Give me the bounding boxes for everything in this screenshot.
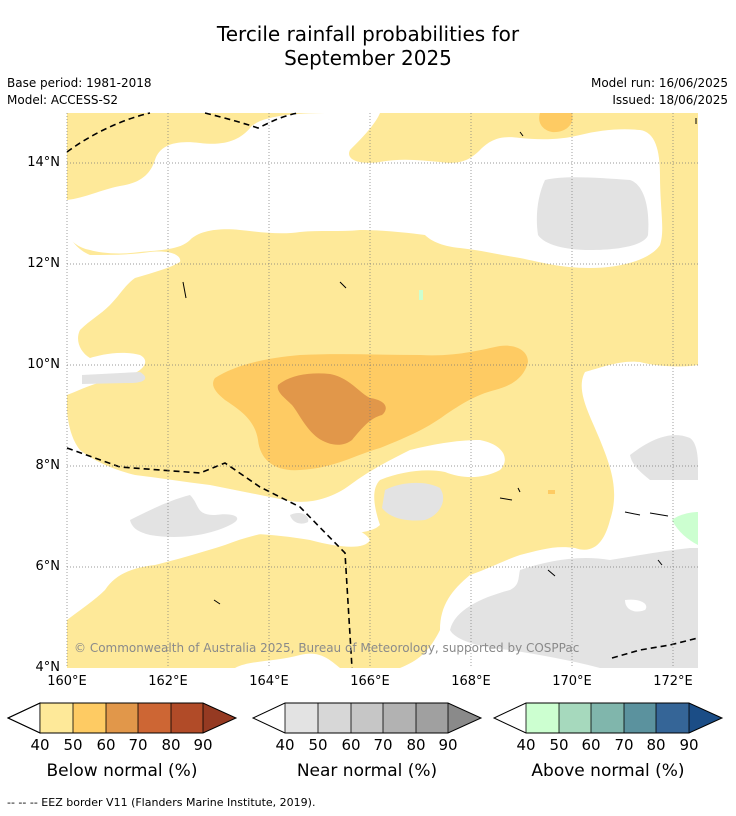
cb-near-tick-80: 80 [406,736,426,754]
eez-border-southeast [611,637,699,659]
lat-label-4n: 4°N [35,660,61,675]
cb-near-label: Near normal (%) [296,761,438,781]
cb-below-tick-70: 70 [128,736,148,754]
colorbar-below-swatch-5 [171,703,203,733]
lat-label-10n: 10°N [27,357,60,372]
colorbar-below-swatch-3 [106,703,138,733]
colorbar-above-upper-arrow [689,703,722,733]
colorbar-near-swatch-5 [416,703,448,733]
lon-label-172e: 172°E [653,674,693,689]
cb-below-tick-50: 50 [63,736,83,754]
colorbar-above-swatch-4 [624,703,656,733]
lon-label-160e: 160°E [47,674,87,689]
colorbar-near-swatch-1 [285,703,318,733]
colorbar-near-lower-arrow [253,703,285,733]
lon-label-168e: 168°E [451,674,491,689]
below-normal-50-60-top [539,113,573,133]
copyright-notice: © Commonwealth of Australia 2025, Bureau… [74,641,580,655]
meta-left: Base period: 1981-2018 Model: ACCESS-S2 [7,75,152,109]
colorbar-above-swatch-2 [559,703,591,733]
lon-label-162e: 162°E [148,674,188,689]
colorbar-near-swatch-2 [318,703,351,733]
near-normal-grey-strip [82,372,146,384]
map-title: Tercile rainfall probabilities for Septe… [0,22,736,70]
island-markers [182,118,697,605]
colorbar-above-swatch-1 [526,703,559,733]
lon-label-166e: 166°E [350,674,390,689]
cb-above-tick-70: 70 [614,736,634,754]
cb-below-tick-80: 80 [161,736,181,754]
near-normal-grey-west [130,495,238,537]
lat-label-14n: 14°N [27,155,60,170]
above-normal-green-east [672,512,698,545]
model-name: Model: ACCESS-S2 [7,93,119,107]
cb-below-label: Below normal (%) [46,761,198,781]
eez-footnote: -- -- -- EEZ border V11 (Flanders Marine… [7,796,316,809]
cb-near-tick-40: 40 [275,736,295,754]
island-cluster-east [624,511,669,517]
lat-label-6n: 6°N [35,559,61,574]
map-gridlines [66,113,698,668]
colorbar-below-swatch-2 [73,703,106,733]
below-normal-50-60-dot [548,490,555,494]
cb-near-tick-90: 90 [438,736,458,754]
colorbar-below-lower-arrow [6,702,41,734]
island-cluster-center [499,487,521,501]
colorbar-above-swatch-3 [591,703,624,733]
base-period: Base period: 1981-2018 [7,76,152,90]
colorbar-below-swatch-4 [138,703,171,733]
eez-border-north [66,112,301,153]
colorbar-near-swatch-3 [351,703,383,733]
colorbar-below-normal [6,702,238,734]
cb-near-tick-50: 50 [308,736,328,754]
white-blob-southeast [625,599,647,612]
island-cluster-south [213,559,663,605]
near-normal-grey-center [382,482,444,521]
colorbar-above-swatch-5 [656,703,689,733]
cb-above-tick-90: 90 [679,736,699,754]
near-normal-white-region [67,113,663,268]
colorbar-below-swatch-1 [40,703,73,733]
cb-above-label: Above normal (%) [531,761,685,781]
island-cluster-top [519,118,697,137]
colorbar-near-upper-arrow [448,703,481,733]
eez-borders [66,112,699,669]
colorbar-above-normal [492,702,724,734]
cb-above-tick-60: 60 [581,736,601,754]
near-normal-grey-southeast [450,548,698,668]
title-line-1: Tercile rainfall probabilities for [216,22,520,46]
colorbar-above-lower-arrow [494,703,526,733]
issued-date: Issued: 18/06/2025 [612,93,728,107]
white-blob-left [91,268,121,301]
island-cluster-north [182,281,347,299]
cb-above-tick-80: 80 [646,736,666,754]
colorbar-near-normal [251,702,483,734]
eez-border-southwest [66,447,353,669]
cb-above-tick-50: 50 [549,736,569,754]
probability-map [67,113,698,668]
lon-label-164e: 164°E [249,674,289,689]
meta-right: Model run: 16/06/2025 Issued: 18/06/2025 [591,75,728,109]
above-normal-green-dot [419,290,423,300]
below-normal-60-70-region [277,373,386,445]
near-normal-grey-northeast [536,177,649,250]
cb-below-tick-90: 90 [193,736,213,754]
title-line-2: September 2025 [284,46,452,70]
lat-label-12n: 12°N [27,256,60,271]
white-blob-lower-left [67,496,370,565]
model-run: Model run: 16/06/2025 [590,76,728,90]
lat-label-8n: 8°N [35,458,61,473]
near-normal-grey-mid [290,512,309,524]
cb-above-tick-40: 40 [516,736,536,754]
cb-near-tick-60: 60 [341,736,361,754]
colorbar-below-upper-arrow [203,703,236,733]
cb-near-tick-70: 70 [373,736,393,754]
lon-label-170e: 170°E [552,674,592,689]
colorbar-near-swatch-4 [383,703,416,733]
near-normal-grey-east [630,435,698,480]
cb-below-tick-40: 40 [30,736,50,754]
cb-below-tick-60: 60 [96,736,116,754]
